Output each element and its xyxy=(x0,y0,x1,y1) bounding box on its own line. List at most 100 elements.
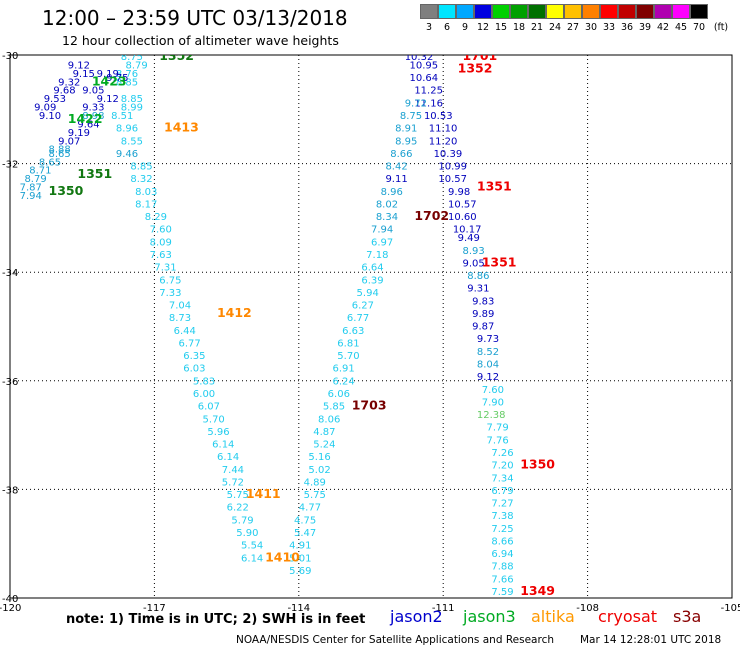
scale-swatch xyxy=(582,4,600,19)
wave-height-label: 6.64 xyxy=(361,263,383,274)
wave-height-label: 7.76 xyxy=(487,435,509,446)
wave-height-label: 8.66 xyxy=(491,536,513,547)
wave-height-label: 8.96 xyxy=(381,187,403,198)
wave-height-label: 5.96 xyxy=(207,427,229,438)
wave-height-label: 6.44 xyxy=(174,326,196,337)
legend-jason3: jason3 xyxy=(463,607,516,626)
wave-height-label: 6.91 xyxy=(332,364,354,375)
wave-height-label: 10.99 xyxy=(438,162,467,173)
wave-height-label: 9.12 xyxy=(97,94,119,105)
wave-height-label: 10.57 xyxy=(438,174,467,185)
wave-height-label: 7.87 xyxy=(20,183,42,194)
wave-height-label: 9.05 xyxy=(462,258,484,269)
scale-swatch xyxy=(546,4,564,19)
footer-note: note: 1) Time is in UTC; 2) SWH is in fe… xyxy=(66,612,366,627)
scale-swatch xyxy=(510,4,528,19)
wave-height-label: 6.24 xyxy=(332,376,354,387)
wave-height-label: 11.25 xyxy=(414,86,443,97)
scale-swatch xyxy=(420,4,438,19)
legend-jason2: jason2 xyxy=(390,607,443,626)
wave-height-label: 7.90 xyxy=(482,397,504,408)
wave-height-label: 5.79 xyxy=(231,515,253,526)
x-tick-label: -105 xyxy=(721,603,740,614)
wave-height-label: 5.75 xyxy=(304,490,326,501)
map-subtitle: 12 hour collection of altimeter wave hei… xyxy=(62,33,339,48)
scale-label: 21 xyxy=(530,22,544,33)
wave-height-label: 7.79 xyxy=(487,423,509,434)
wave-height-label: 11.10 xyxy=(429,124,458,135)
wave-height-label: 6.03 xyxy=(183,364,205,375)
pass-time-label: 1702 xyxy=(414,208,449,223)
wave-height-label: 6.79 xyxy=(491,486,513,497)
pass-time-label: 1350 xyxy=(520,457,555,472)
wave-height-label: 6.97 xyxy=(371,237,393,248)
credit-line: NOAA/NESDIS Center for Satellite Applica… xyxy=(236,634,554,646)
scale-label: 70 xyxy=(692,22,706,33)
wave-height-label: 8.79 xyxy=(126,60,148,71)
scale-swatch xyxy=(654,4,672,19)
wave-height-label: 5.70 xyxy=(203,414,225,425)
wave-height-label: 9.19 xyxy=(97,69,119,80)
wave-height-label: 9.19 xyxy=(68,128,90,139)
wave-height-label: 5.85 xyxy=(323,402,345,413)
scale-swatch xyxy=(636,4,654,19)
pass-time-label: 1351 xyxy=(77,166,112,181)
y-tick-label: -38 xyxy=(2,485,18,496)
wave-height-label: 8.04 xyxy=(477,360,499,371)
legend-cryosat: cryosat xyxy=(598,607,658,626)
wave-height-label: 9.09 xyxy=(34,103,56,114)
pass-time-label: 1701 xyxy=(462,48,497,63)
wave-height-label: 5.94 xyxy=(357,288,379,299)
wave-height-label: 5.24 xyxy=(313,440,335,451)
x-tick-label: -120 xyxy=(0,603,21,614)
wave-height-label: 9.46 xyxy=(116,149,138,160)
scale-swatch xyxy=(456,4,474,19)
wave-height-label: 11.16 xyxy=(414,98,443,109)
wave-height-label: 7.60 xyxy=(150,225,172,236)
scale-label: 27 xyxy=(566,22,580,33)
scale-swatch xyxy=(438,4,456,19)
wave-height-label: 5.54 xyxy=(241,541,263,552)
wave-height-label: 8.65 xyxy=(39,157,61,168)
wave-height-label: 7.38 xyxy=(491,511,513,522)
wave-height-label: 7.20 xyxy=(491,461,513,472)
wave-height-label: 8.34 xyxy=(376,212,398,223)
wave-height-label: 9.11 xyxy=(385,174,407,185)
wave-height-label: 4.75 xyxy=(294,515,316,526)
wave-height-label: 10.95 xyxy=(410,60,439,71)
wave-height-label: 5.69 xyxy=(289,566,311,577)
data-layer: 9.129.159.329.689.539.099.109.649.199.07… xyxy=(20,48,556,598)
wave-height-label: 7.25 xyxy=(491,524,513,535)
wave-height-label: 8.96 xyxy=(116,124,138,135)
wave-height-label: 9.64 xyxy=(77,119,99,130)
scale-label: 3 xyxy=(425,22,433,33)
wave-height-label: 4.77 xyxy=(299,503,321,514)
wave-height-label: 12.38 xyxy=(477,410,506,421)
wave-height-label: 5.02 xyxy=(308,465,330,476)
wave-height-label: 10.57 xyxy=(448,199,477,210)
wave-height-label: 9.87 xyxy=(472,322,494,333)
wave-height-label: 8.02 xyxy=(376,199,398,210)
wave-height-label: 9.32 xyxy=(58,77,80,88)
wave-height-label: 7.60 xyxy=(482,385,504,396)
scale-label: 42 xyxy=(656,22,670,33)
wave-height-label: 9.05 xyxy=(82,86,104,97)
wave-height-label: 8.09 xyxy=(150,237,172,248)
wave-height-label: 4.89 xyxy=(304,477,326,488)
pass-time-label: 1351 xyxy=(477,179,512,194)
wave-height-label: 8.06 xyxy=(318,414,340,425)
wave-height-label: 4.87 xyxy=(313,427,335,438)
wave-height-label: 11.20 xyxy=(429,136,458,147)
wave-height-label: 7.88 xyxy=(491,562,513,573)
wave-height-label: 8.76 xyxy=(116,69,138,80)
wave-height-label: 8.95 xyxy=(395,136,417,147)
scale-label: 30 xyxy=(584,22,598,33)
pass-time-label: 1422 xyxy=(68,111,103,126)
wave-height-label: 10.17 xyxy=(453,225,482,236)
y-tick-label: -30 xyxy=(2,51,18,62)
wave-height-label: 6.77 xyxy=(347,313,369,324)
wave-height-label: 8.86 xyxy=(467,271,489,282)
wave-height-label: 5.01 xyxy=(289,553,311,564)
pass-time-label: 1703 xyxy=(352,398,387,413)
wave-height-label: 9.53 xyxy=(44,94,66,105)
